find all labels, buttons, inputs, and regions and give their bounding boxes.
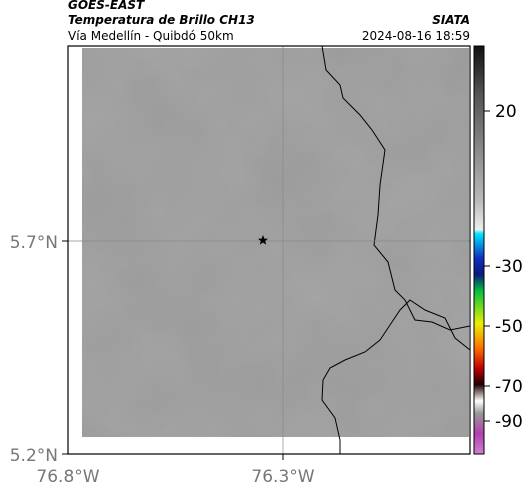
cloud-texture — [82, 48, 469, 437]
colorbar-label: -90 — [495, 412, 523, 432]
colorbar-label: -50 — [495, 317, 523, 337]
satellite: GOES-EAST — [68, 0, 145, 12]
colorbar-label: 20 — [495, 102, 517, 122]
source: SIATA — [432, 13, 470, 27]
border-line — [321, 299, 471, 454]
location-marker — [258, 235, 268, 245]
product: Temperatura de Brillo CH13 — [68, 13, 255, 27]
lat-label: 5.7°N — [10, 233, 58, 253]
border-line — [321, 45, 471, 331]
colorbar-scale — [473, 45, 485, 455]
lat-label: 5.2°N — [10, 446, 58, 466]
colorbar: 20 -30 -50 -70 -90 — [473, 45, 523, 455]
map: 5.7°N 5.2°N 76.8°W 76.3°W — [10, 45, 471, 487]
lon-label: 76.3°W — [251, 467, 314, 487]
region: Vía Medellín - Quibdó 50km — [68, 29, 234, 43]
lon-label: 76.8°W — [36, 467, 99, 487]
colorbar-label: -30 — [495, 257, 523, 277]
timestamp: 2024-08-16 18:59 — [362, 29, 470, 43]
map-frame — [67, 45, 471, 455]
colorbar-label: -70 — [495, 377, 523, 397]
